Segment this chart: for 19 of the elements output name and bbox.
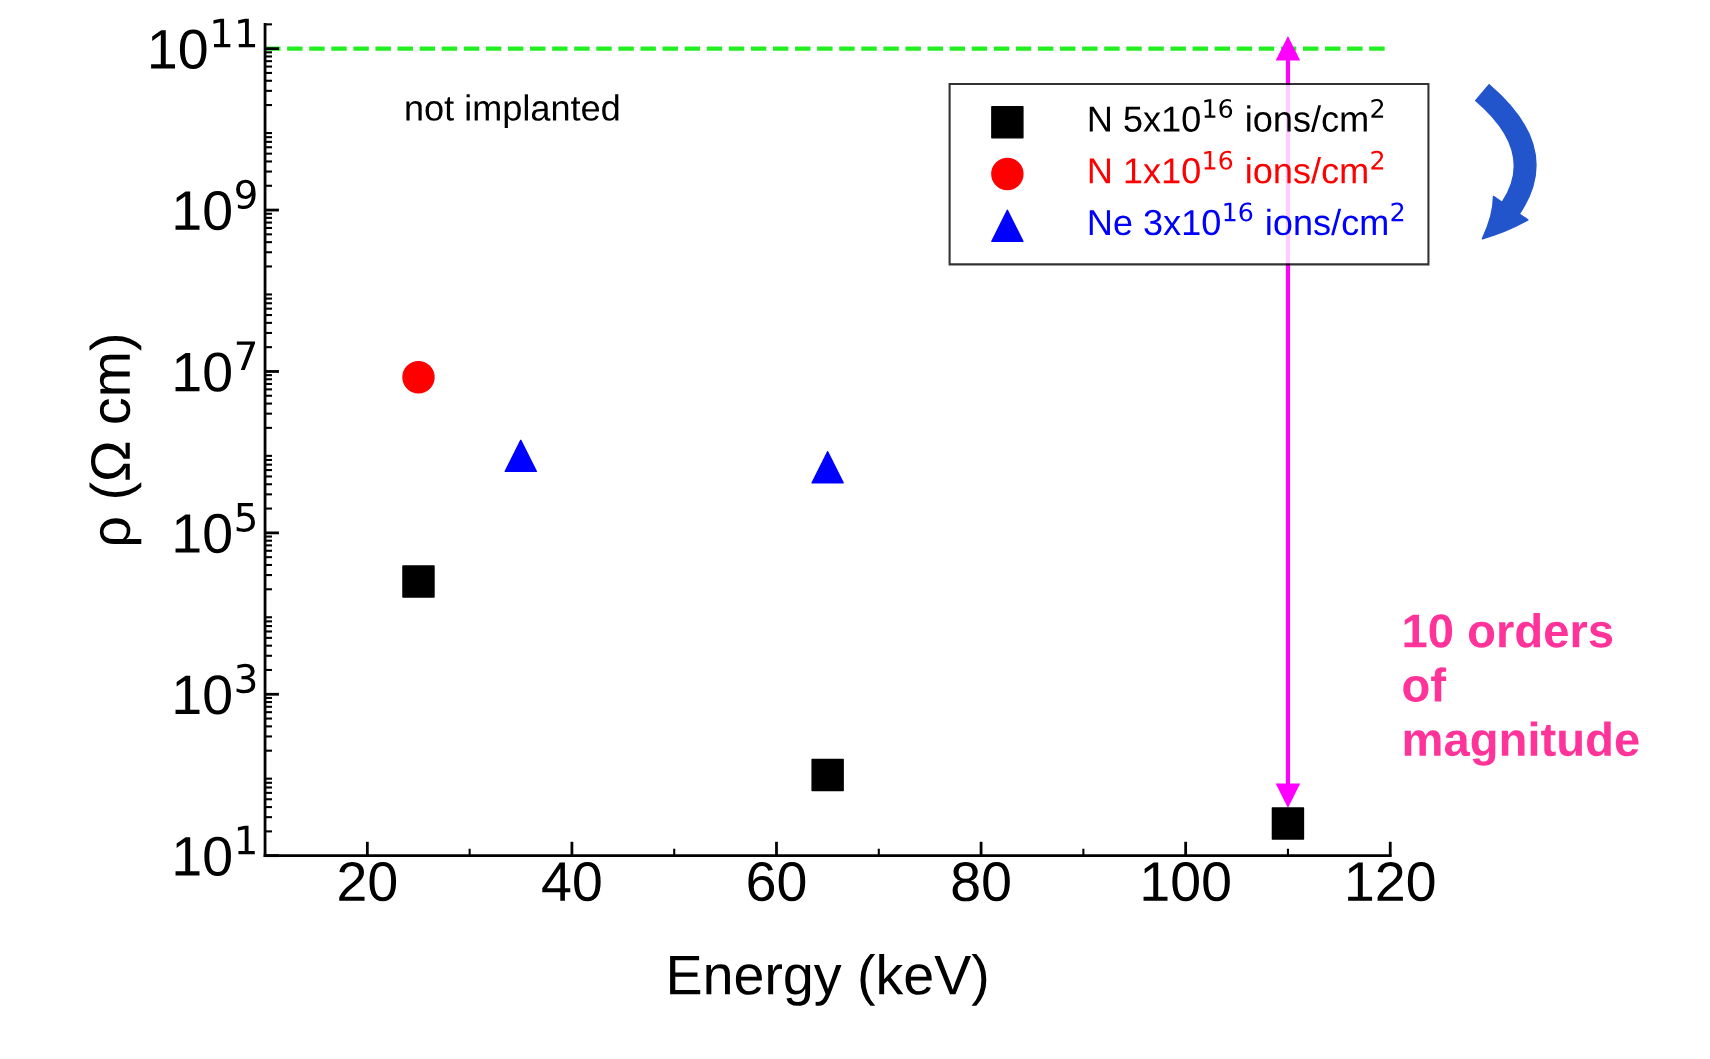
x-tick-label: 40 [542, 862, 601, 902]
y-axis-title: ρ (Ω cm) [89, 335, 142, 544]
y-tick-label: 10$^{9}$ [175, 179, 256, 231]
y-tick-label: 10$^{5}$ [175, 502, 255, 554]
text: 10 orders of magnitude [1403, 613, 1639, 766]
y-tick-label: 10$^{11}$ [151, 18, 256, 69]
legend-label: N 5x10$^{16}$ ions/cm$^{2}$ [1089, 98, 1384, 132]
y-tick-label: 10$^{1}$ [175, 825, 255, 876]
y-tick-label: 10$^{7}$ [175, 341, 256, 392]
y-tick-label: 10$^{3}$ [175, 663, 256, 715]
x-tick-label: 120 [1348, 862, 1435, 902]
x-tick-label: 80 [952, 862, 1010, 902]
x-tick-label: 100 [1143, 862, 1230, 902]
x-axis-title: Energy (keV) [670, 953, 987, 1006]
legend-label: Ne 3x10$^{16}$ ions/cm$^{2}$ [1089, 202, 1404, 236]
x-tick-label: 20 [339, 862, 397, 902]
legend-label: N 1x10$^{16}$ ions/cm$^{2}$ [1089, 150, 1384, 184]
x-tick-label: 60 [748, 862, 806, 902]
ref-line-label: not implanted [406, 94, 619, 128]
